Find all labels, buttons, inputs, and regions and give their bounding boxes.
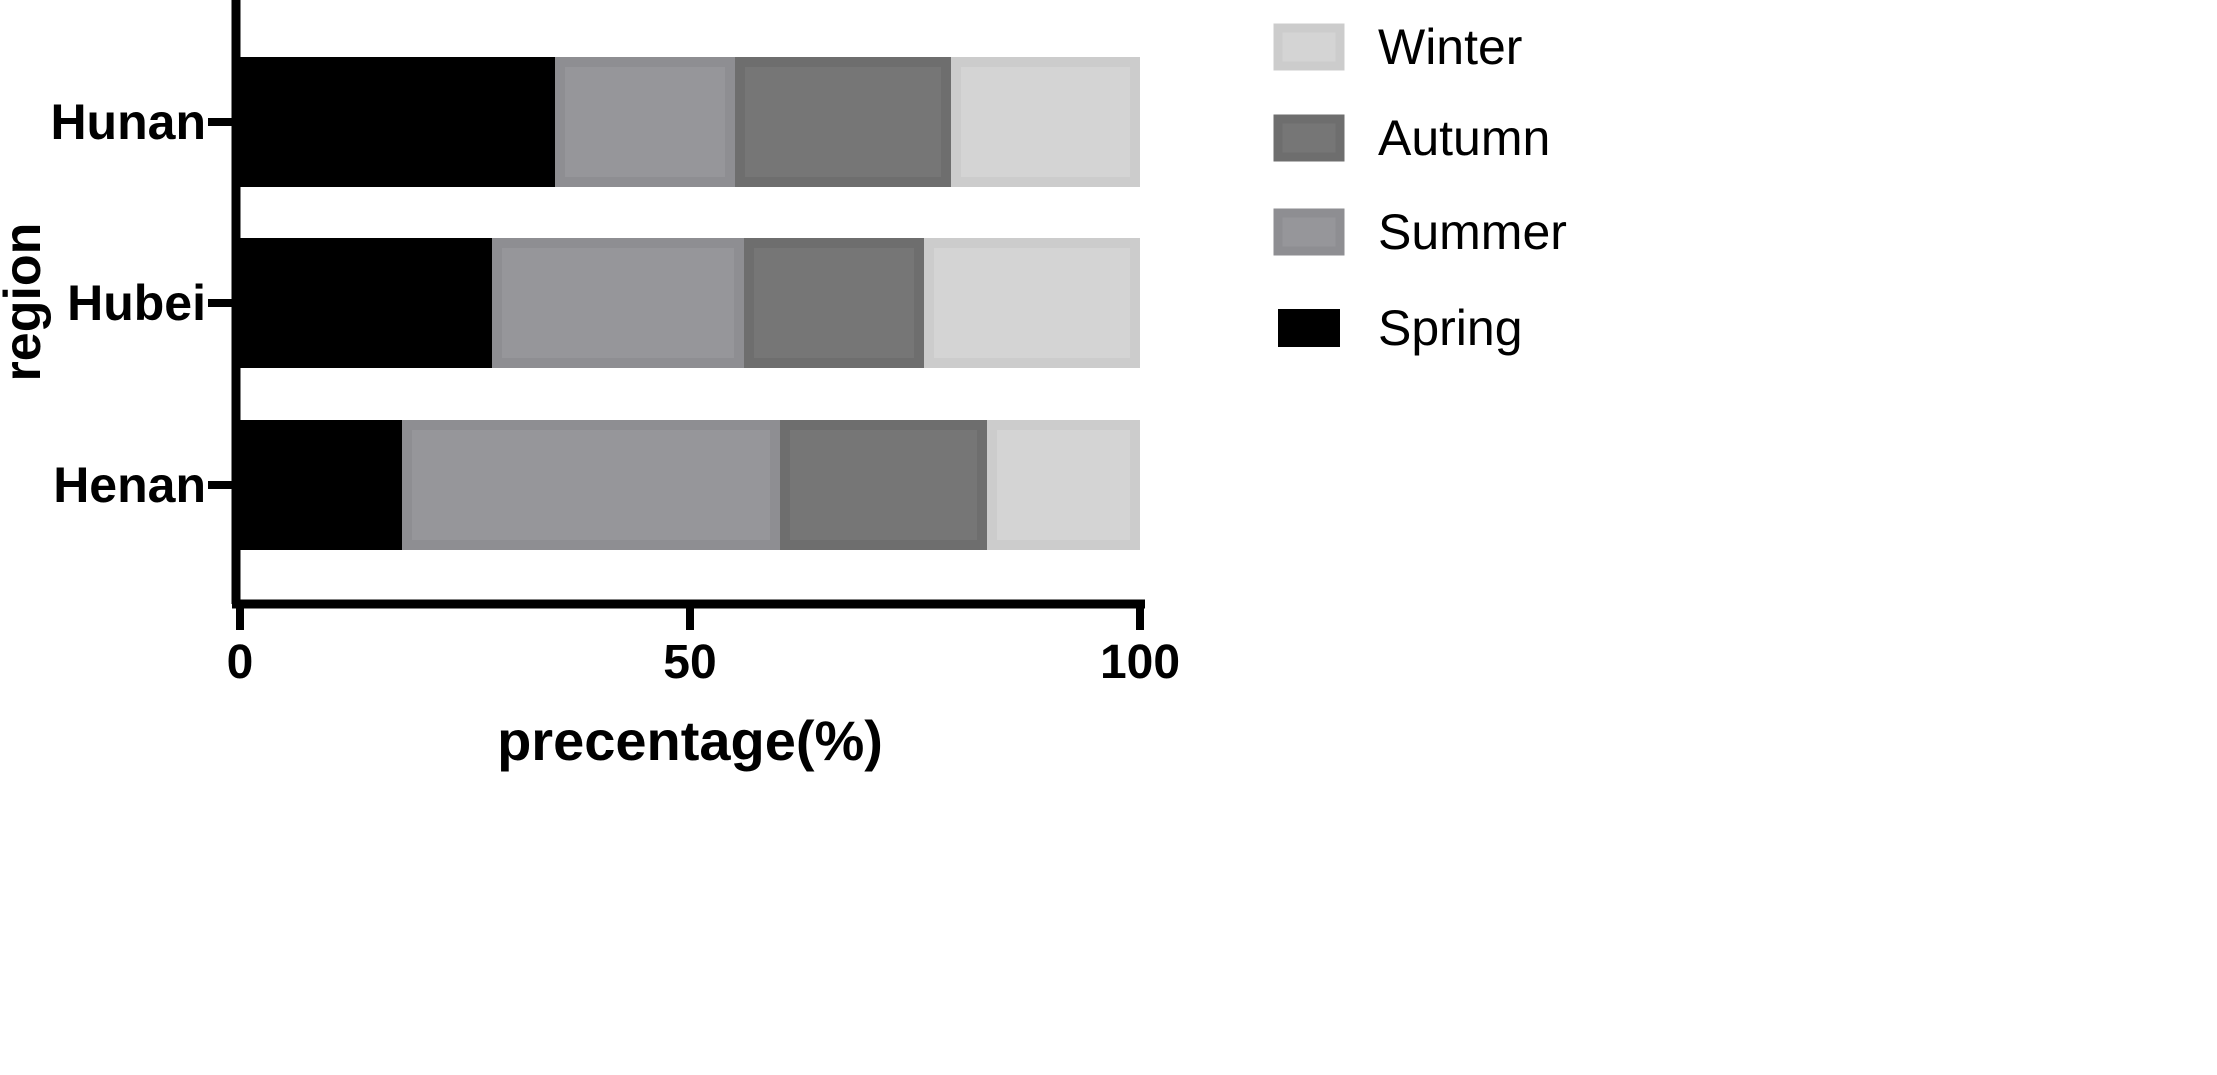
legend-label-autumn: Autumn: [1378, 110, 1550, 166]
legend-label-summer: Summer: [1378, 204, 1567, 260]
bar-hubei-summer: [492, 238, 744, 368]
legend-swatch-summer: [1273, 208, 1345, 256]
bar-hubei-winter: [924, 238, 1140, 368]
x-tick-label-0: 0: [227, 636, 254, 689]
legend-swatch-autumn: [1273, 114, 1345, 162]
y-ticks-group: Hunan Hubei Henan: [50, 94, 236, 513]
x-tick-label-100: 100: [1100, 636, 1180, 689]
bar-henan-autumn: [780, 420, 987, 550]
x-axis-label: precentage(%): [497, 709, 883, 772]
legend-swatch-winter: [1273, 23, 1345, 71]
bar-henan-winter: [987, 420, 1140, 550]
y-tick-label-hunan: Hunan: [50, 94, 206, 150]
bar-hubei-autumn: [744, 238, 924, 368]
bar-henan-summer: [402, 420, 780, 550]
bar-henan-spring: [240, 420, 402, 550]
y-tick-label-henan: Henan: [53, 457, 206, 513]
bar-hunan-autumn: [735, 57, 951, 187]
bar-hunan-spring: [240, 57, 555, 187]
legend-label-spring: Spring: [1378, 300, 1523, 356]
legend-swatch-spring: [1278, 309, 1340, 347]
y-tick-label-hubei: Hubei: [67, 275, 206, 331]
bars-group: [240, 57, 1140, 550]
bar-hunan-summer: [555, 57, 735, 187]
bar-hunan-winter: [951, 57, 1140, 187]
x-ticks-group: 0 50 100: [227, 604, 1180, 689]
y-axis-label: region: [0, 223, 52, 382]
bar-hubei-spring: [240, 238, 492, 368]
x-tick-label-50: 50: [663, 636, 716, 689]
legend: Winter Autumn Summer Spring: [1273, 19, 1567, 356]
legend-label-winter: Winter: [1378, 19, 1522, 75]
